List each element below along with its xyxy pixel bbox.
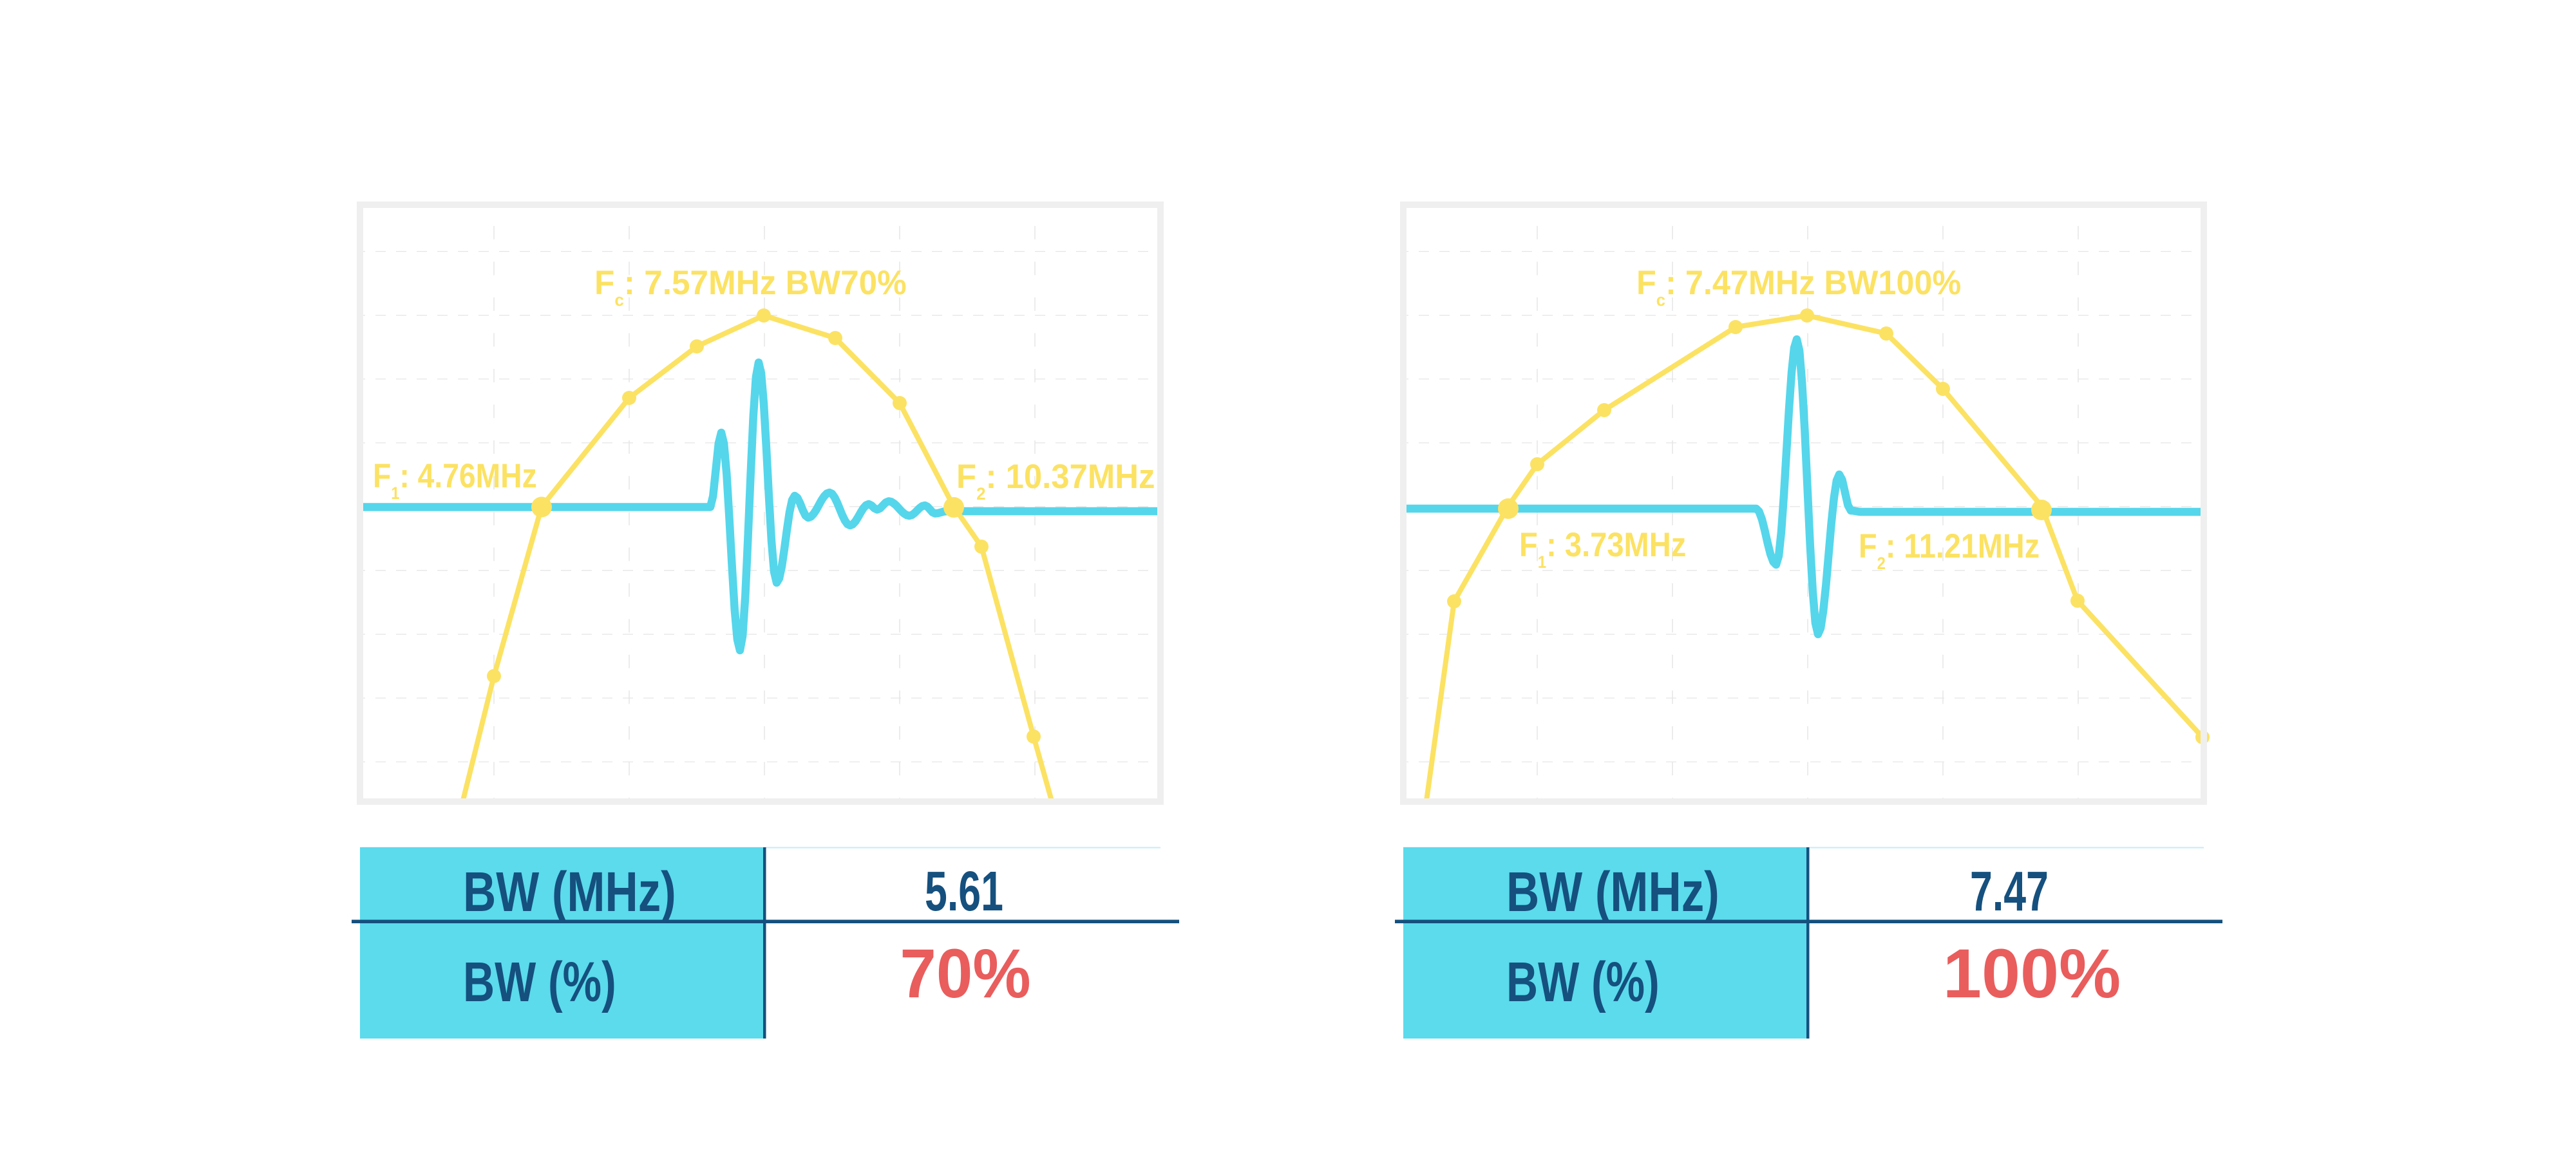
svg-text:7.47: 7.47	[1970, 860, 2049, 923]
svg-text:70%: 70%	[900, 935, 1030, 1013]
svg-text:BW (%): BW (%)	[1506, 950, 1660, 1013]
svg-text:100%: 100%	[1943, 934, 2121, 1012]
svg-text:BW (%): BW (%)	[463, 950, 616, 1013]
svg-text:BW (MHz): BW (MHz)	[463, 860, 676, 923]
svg-text:BW (MHz): BW (MHz)	[1506, 860, 1719, 923]
svg-text:5.61: 5.61	[925, 860, 1003, 923]
